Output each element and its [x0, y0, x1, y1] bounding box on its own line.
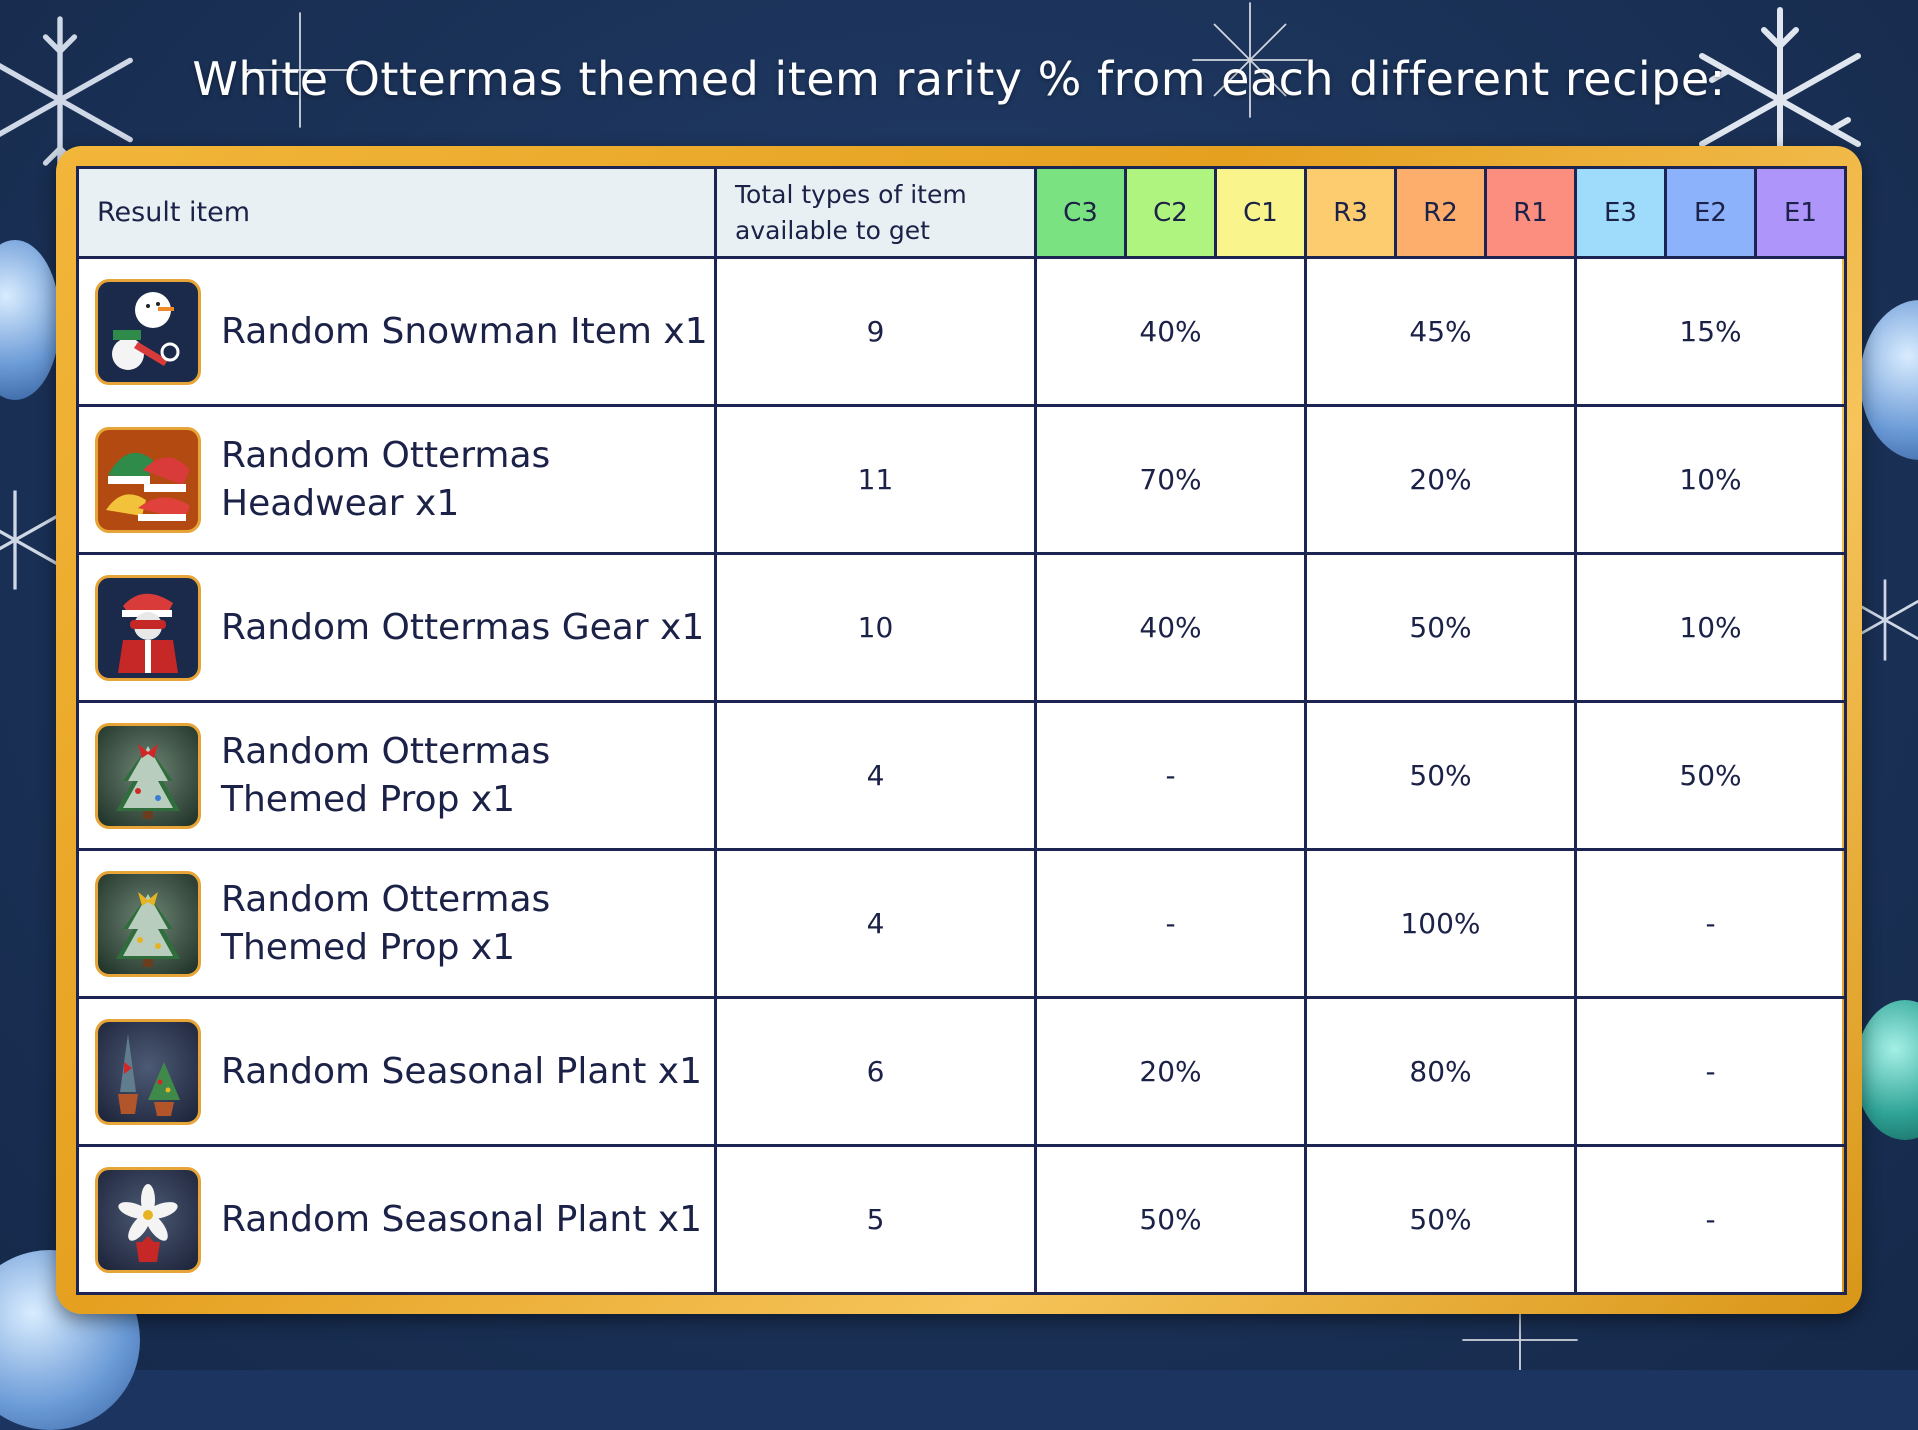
- result-item-name: Random Snowman Item x1: [221, 310, 708, 352]
- potted-plants-icon: [95, 1018, 201, 1125]
- epic-chance: 15%: [1574, 256, 1847, 407]
- header-total-types: Total types of item available to get: [714, 166, 1037, 259]
- result-item-cell: Random Seasonal Plant x1: [76, 996, 717, 1147]
- result-item-cell: Random Snowman Item x1: [76, 256, 717, 407]
- result-item-name: Random Ottermas Gear x1: [221, 606, 705, 648]
- total-types-value: 5: [714, 1144, 1037, 1295]
- result-item-cell: Random Ottermas Themed Prop x1: [76, 848, 717, 999]
- table-row: Random Snowman Item x1 9 40% 45% 15%: [76, 256, 1847, 407]
- rare-chance: 20%: [1304, 404, 1577, 555]
- snowman-icon: [95, 278, 201, 385]
- tree-red-bow-icon: [95, 722, 201, 829]
- sparkle-icon: [1462, 1310, 1578, 1370]
- epic-chance: 50%: [1574, 700, 1847, 851]
- result-item-cell: Random Ottermas Headwear x1: [76, 404, 717, 555]
- table-row: Random Ottermas Themed Prop x1 4 - 100% …: [76, 848, 1847, 999]
- total-types-value: 9: [714, 256, 1037, 407]
- header-tier-c2: C2: [1124, 166, 1217, 259]
- header-tier-e1: E1: [1754, 166, 1847, 259]
- result-item-name: Random Ottermas Headwear x1: [221, 434, 551, 524]
- common-chance: 20%: [1034, 996, 1307, 1147]
- table-row: Random Ottermas Gear x1 10 40% 50% 10%: [76, 552, 1847, 703]
- page-title: White Ottermas themed item rarity % from…: [192, 52, 1726, 106]
- header-tier-r1: R1: [1484, 166, 1577, 259]
- rare-chance: 45%: [1304, 256, 1577, 407]
- epic-chance: -: [1574, 996, 1847, 1147]
- gold-frame: Result item Total types of item availabl…: [56, 146, 1862, 1314]
- epic-chance: -: [1574, 848, 1847, 999]
- result-item-name: Random Ottermas Themed Prop x1: [221, 878, 551, 968]
- total-types-value: 4: [714, 848, 1037, 999]
- common-chance: -: [1034, 700, 1307, 851]
- header-tier-c1: C1: [1214, 166, 1307, 259]
- table-row: Random Seasonal Plant x1 5 50% 50% -: [76, 1144, 1847, 1295]
- epic-chance: 10%: [1574, 404, 1847, 555]
- result-item-cell: Random Seasonal Plant x1: [76, 1144, 717, 1295]
- epic-chance: -: [1574, 1144, 1847, 1295]
- total-types-value: 10: [714, 552, 1037, 703]
- rarity-table-container: Result item Total types of item availabl…: [76, 166, 1847, 1295]
- rare-chance: 80%: [1304, 996, 1577, 1147]
- rare-chance: 100%: [1304, 848, 1577, 999]
- total-types-value: 4: [714, 700, 1037, 851]
- result-item-name: Random Seasonal Plant x1: [221, 1050, 703, 1092]
- header-tier-e2: E2: [1664, 166, 1757, 259]
- header-tier-r2: R2: [1394, 166, 1487, 259]
- common-chance: 40%: [1034, 256, 1307, 407]
- header-tier-r3: R3: [1304, 166, 1397, 259]
- poinsettia-icon: [95, 1166, 201, 1273]
- tree-gold-bow-icon: [95, 870, 201, 977]
- total-types-value: 11: [714, 404, 1037, 555]
- headwear-icon: [95, 426, 201, 533]
- rare-chance: 50%: [1304, 552, 1577, 703]
- common-chance: 70%: [1034, 404, 1307, 555]
- table-row: Random Ottermas Themed Prop x1 4 - 50% 5…: [76, 700, 1847, 851]
- result-item-cell: Random Ottermas Gear x1: [76, 552, 717, 703]
- epic-chance: 10%: [1574, 552, 1847, 703]
- common-chance: 50%: [1034, 1144, 1307, 1295]
- rare-chance: 50%: [1304, 1144, 1577, 1295]
- common-chance: -: [1034, 848, 1307, 999]
- gear-icon: [95, 574, 201, 681]
- header-tier-e3: E3: [1574, 166, 1667, 259]
- header-tier-c3: C3: [1034, 166, 1127, 259]
- snowflake-icon: [0, 490, 59, 590]
- table-header-row: Result item Total types of item availabl…: [76, 166, 1847, 259]
- table-row: Random Seasonal Plant x1 6 20% 80% -: [76, 996, 1847, 1147]
- rare-chance: 50%: [1304, 700, 1577, 851]
- result-item-name: Random Seasonal Plant x1: [221, 1198, 703, 1240]
- snowflake-icon: [0, 16, 133, 184]
- total-types-value: 6: [714, 996, 1037, 1147]
- table-row: Random Ottermas Headwear x1 11 70% 20% 1…: [76, 404, 1847, 555]
- result-item-cell: Random Ottermas Themed Prop x1: [76, 700, 717, 851]
- rarity-table: Result item Total types of item availabl…: [76, 166, 1847, 1295]
- sparkle-icon: [242, 12, 358, 128]
- common-chance: 40%: [1034, 552, 1307, 703]
- header-result-item: Result item: [76, 166, 717, 259]
- result-item-name: Random Ottermas Themed Prop x1: [221, 730, 551, 820]
- sparkle-icon: [1192, 2, 1308, 118]
